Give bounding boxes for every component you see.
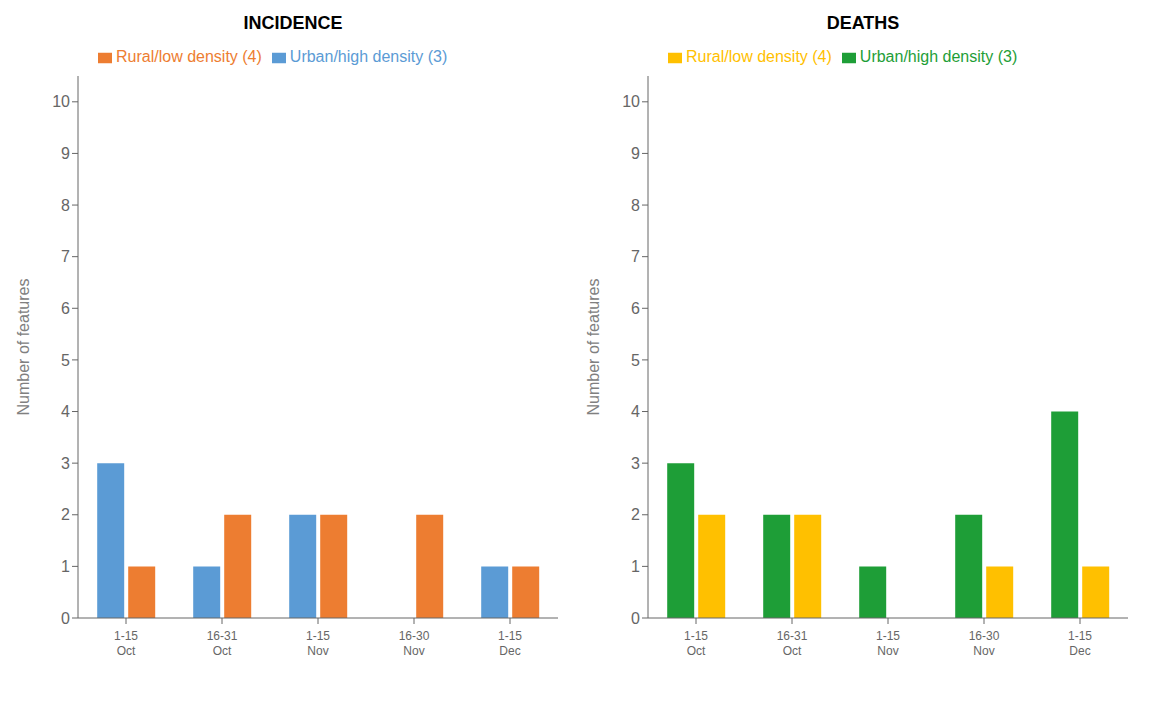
html-text:Rural/low density (4): Rural/low density (4) xyxy=(116,48,262,65)
svg-text:9: 9 xyxy=(61,145,70,162)
svg-text:Number of features: Number of features xyxy=(585,279,602,416)
svg-text:5: 5 xyxy=(631,352,640,369)
svg-text:7: 7 xyxy=(631,248,640,265)
svg-text:10: 10 xyxy=(52,93,70,110)
svg-text:1-15Oct: 1-15Oct xyxy=(684,629,708,658)
svg-text:1-15Dec: 1-15Dec xyxy=(498,629,522,658)
html-text:INCIDENCE: INCIDENCE xyxy=(243,13,343,33)
svg-text:2: 2 xyxy=(631,506,640,523)
svg-text:1-15Dec: 1-15Dec xyxy=(1068,629,1092,658)
html-text:Urban/high density (3): Urban/high density (3) xyxy=(289,48,448,65)
svg-text:1-15Oct: 1-15Oct xyxy=(114,629,138,658)
svg-text:7: 7 xyxy=(61,248,70,265)
svg-text:6: 6 xyxy=(61,300,70,317)
svg-text:16-30Nov: 16-30Nov xyxy=(399,629,430,658)
svg-text:5: 5 xyxy=(61,352,70,369)
svg-text:1: 1 xyxy=(631,558,640,575)
svg-text:4: 4 xyxy=(631,403,640,420)
svg-text:16-31Oct: 16-31Oct xyxy=(207,629,238,658)
svg-text:9: 9 xyxy=(631,145,640,162)
html-text:DEATHS: DEATHS xyxy=(826,13,900,33)
svg-text:16-30Nov: 16-30Nov xyxy=(969,629,1000,658)
svg-text:6: 6 xyxy=(631,300,640,317)
html-text:Rural/low density (4): Rural/low density (4) xyxy=(686,48,832,65)
svg-text:1: 1 xyxy=(61,558,70,575)
svg-text:3: 3 xyxy=(61,455,70,472)
svg-text:Number of features: Number of features xyxy=(15,279,32,416)
svg-text:1-15Nov: 1-15Nov xyxy=(876,629,900,658)
svg-text:16-31Oct: 16-31Oct xyxy=(777,629,808,658)
svg-text:8: 8 xyxy=(631,197,640,214)
svg-text:0: 0 xyxy=(61,610,70,627)
svg-text:8: 8 xyxy=(61,197,70,214)
svg-text:10: 10 xyxy=(622,93,640,110)
svg-text:4: 4 xyxy=(61,403,70,420)
html-text:Urban/high density (3): Urban/high density (3) xyxy=(859,48,1018,65)
svg-text:2: 2 xyxy=(61,506,70,523)
svg-text:0: 0 xyxy=(631,610,640,627)
svg-text:1-15Nov: 1-15Nov xyxy=(306,629,330,658)
svg-text:3: 3 xyxy=(631,455,640,472)
